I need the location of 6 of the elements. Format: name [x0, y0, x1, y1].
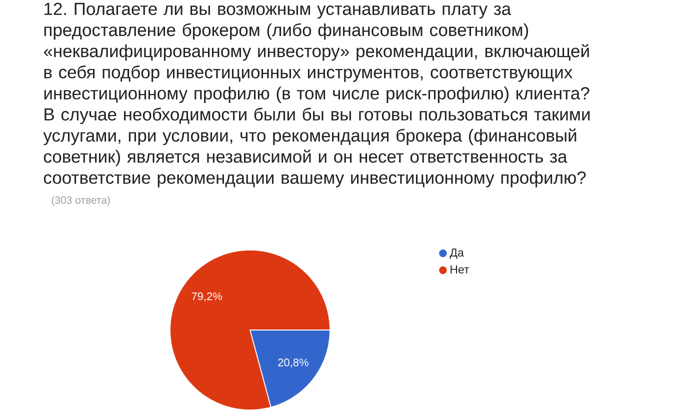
legend-label: Нет: [450, 266, 470, 274]
data-label: 20,8%: [278, 358, 308, 368]
data-label: 79,2%: [192, 292, 222, 302]
text: (303 ответа): [52, 196, 110, 206]
legend-label: Да: [450, 248, 464, 259]
chart-title: 12. Полагаете ли вы возможным устанавливать плату за предоставление брокером (либо финансовым советником) «неквалифицированному инвестору» рекомендации, включающей в себя подбор инвестиционных инструментов, соответствующих инвестиционному профилю (в том числе риск-профилю) клиента? В случае необходимости были бы вы готовы пользоваться такими услугами, при условии, что рекомендация брокера (финансовый советник) является независимой и он несет ответственность за соответствие рекомендации вашему инвестиционному профилю?: [43, 2, 590, 188]
